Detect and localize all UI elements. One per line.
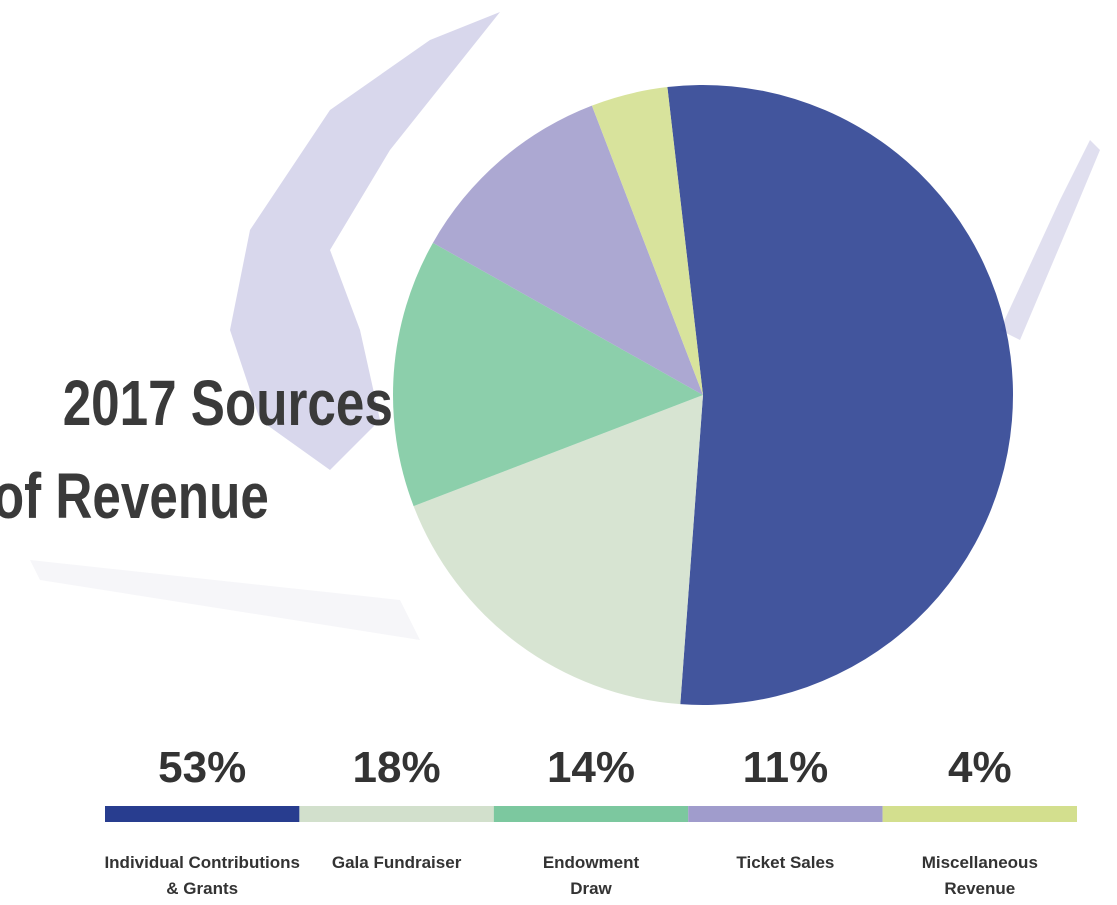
legend-swatch bbox=[493, 806, 689, 822]
value-label: 4% bbox=[948, 743, 1012, 792]
legend-swatch bbox=[688, 806, 883, 822]
title-group: 2017 Sources of Revenue bbox=[0, 369, 393, 533]
shadow bbox=[30, 560, 420, 640]
legend-label: Endowment bbox=[543, 853, 640, 872]
legend-label: Individual Contributions bbox=[104, 853, 299, 872]
legend-label: Ticket Sales bbox=[736, 853, 834, 872]
pie-slice bbox=[413, 395, 703, 705]
horn-bell bbox=[230, 12, 500, 470]
pie bbox=[392, 85, 1013, 705]
legend-swatch bbox=[105, 806, 300, 822]
value-label: 18% bbox=[353, 743, 441, 792]
pie-slice bbox=[432, 105, 703, 396]
chart-title: 2017 Sources bbox=[63, 369, 393, 440]
pie-slice bbox=[591, 87, 703, 395]
legend-label: Revenue bbox=[944, 879, 1015, 898]
value-label: 11% bbox=[743, 743, 829, 792]
legend-label: Miscellaneous bbox=[922, 853, 1038, 872]
pie-slice bbox=[667, 85, 1013, 705]
legend-label: & Grants bbox=[166, 879, 238, 898]
legend-swatch bbox=[299, 806, 494, 822]
value-label: 14% bbox=[547, 743, 635, 792]
legend: 53% Individual Contributions & Grants 18% Ga… bbox=[104, 743, 1077, 898]
chart-title: of Revenue bbox=[0, 462, 269, 533]
legend-label: Draw bbox=[570, 879, 612, 898]
horn-decoration bbox=[30, 12, 1100, 640]
legend-label: Gala Fundraiser bbox=[332, 853, 462, 872]
value-label: 53% bbox=[158, 743, 246, 792]
legend-swatch bbox=[882, 806, 1077, 822]
horn-pipe bbox=[1000, 140, 1100, 340]
pie-slice bbox=[392, 242, 703, 507]
